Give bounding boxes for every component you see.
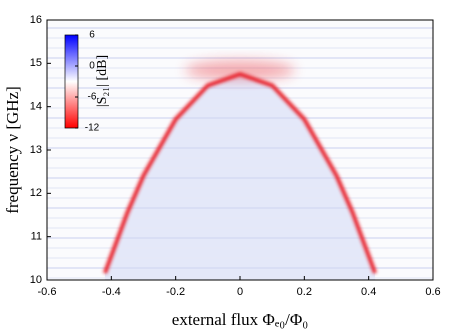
colorbar-label: |S₂₁| [dB]	[95, 55, 110, 107]
x-tick-label: -0.6	[38, 286, 57, 298]
x-tick-label: 0.6	[425, 286, 440, 298]
x-tick-label: -0.4	[102, 286, 121, 298]
y-tick-label: 12	[30, 187, 42, 199]
y-tick-label: 16	[30, 14, 42, 26]
x-tick-label: 0.2	[297, 286, 312, 298]
y-tick-label: 10	[30, 274, 42, 286]
resonance-curve	[103, 72, 377, 274]
colorbar-tick-label: 6	[89, 30, 95, 41]
x-tick-label: 0.4	[361, 286, 376, 298]
x-tick-label: 0	[237, 286, 243, 298]
colorbar-tick-label: -12	[85, 123, 100, 134]
background-texture	[185, 60, 295, 81]
y-tick-label: 13	[30, 144, 42, 156]
colorbar-tick-label: -6	[88, 92, 97, 103]
x-tick-label: -0.2	[166, 286, 185, 298]
x-axis-label: external flux Φₑ₀/Φ₀	[172, 310, 308, 329]
y-tick-label: 11	[31, 231, 42, 243]
colorbar-tick-label: 0	[89, 61, 95, 72]
y-tick-label: 15	[30, 57, 42, 69]
colorbar	[64, 34, 79, 129]
y-tick-label: 14	[30, 101, 42, 113]
y-axis-label: frequency ν [GHz]	[3, 86, 22, 214]
